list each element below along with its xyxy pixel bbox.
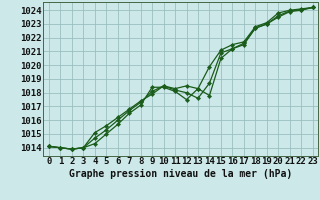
X-axis label: Graphe pression niveau de la mer (hPa): Graphe pression niveau de la mer (hPa) xyxy=(69,169,292,179)
